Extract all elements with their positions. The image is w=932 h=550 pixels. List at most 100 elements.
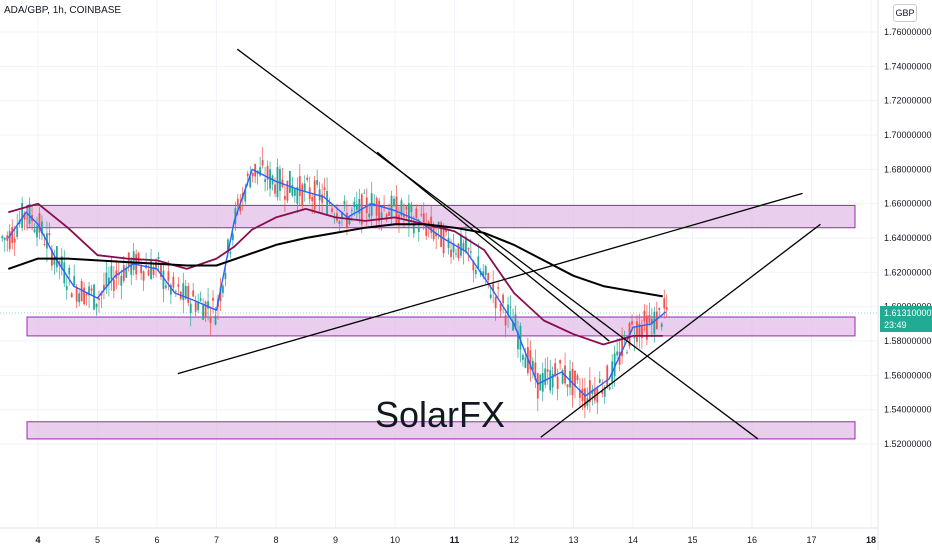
candle-body (643, 310, 646, 322)
candle-body (184, 285, 187, 299)
candle-body (432, 227, 435, 240)
candle-body (202, 304, 205, 320)
candle-body (338, 221, 341, 224)
candle-body (224, 273, 227, 280)
candle-body (343, 200, 346, 205)
candle-body (616, 351, 619, 356)
candle-body (157, 257, 160, 259)
candle-body (165, 285, 167, 288)
candle-body (522, 355, 524, 360)
candle-body (469, 251, 472, 253)
candle-body (576, 375, 579, 381)
zone-rect (26, 316, 856, 337)
candle-body (90, 288, 93, 291)
trendline (236, 48, 759, 440)
candle-body (422, 213, 425, 225)
candle-body (192, 290, 195, 297)
price-tick-label: 1.74000000 (884, 61, 932, 71)
candle-body (596, 387, 599, 403)
candle-body (21, 202, 24, 229)
candle-body (214, 315, 217, 325)
candle-body (341, 212, 343, 219)
candle-body (98, 298, 100, 301)
candle-body (246, 173, 249, 177)
candle-body (11, 227, 14, 243)
candle-body (288, 170, 291, 193)
candle-body (450, 249, 452, 257)
candle-body (383, 205, 385, 207)
candle-body (584, 388, 586, 408)
candle-body (301, 184, 304, 206)
candle-body (38, 213, 41, 233)
candle-body (564, 365, 566, 384)
candle-body (16, 226, 19, 237)
candle-body (484, 266, 487, 276)
price-tick-label: 1.66000000 (884, 199, 932, 209)
candle-body (41, 221, 43, 234)
candle-body (588, 380, 591, 403)
candle-body (189, 303, 192, 313)
price-tick-label: 1.70000000 (884, 130, 932, 140)
candle-body (645, 315, 648, 340)
candle-body (187, 286, 190, 303)
candle-body (551, 373, 554, 388)
candle-body (581, 388, 584, 402)
candle-body (417, 227, 420, 232)
candle-body (108, 277, 110, 284)
candle-body (472, 261, 475, 271)
candle-body (83, 287, 86, 305)
candle-body (665, 307, 668, 310)
last-price-value: 1.61310000 (884, 308, 932, 318)
price-tick-label: 1.76000000 (884, 27, 932, 37)
candle-body (251, 172, 254, 177)
candle-body (388, 212, 390, 216)
candle-body (546, 369, 549, 372)
candle-body (641, 326, 643, 338)
candle-body (350, 210, 353, 211)
candle-body (152, 267, 155, 276)
candle-body (603, 386, 606, 397)
candle-body (174, 291, 177, 293)
time-tick-label: 12 (509, 535, 519, 545)
candle-body (460, 234, 462, 256)
candle-body (410, 204, 413, 213)
candle-body (425, 224, 428, 237)
candle-body (172, 276, 175, 288)
candle-body (194, 302, 197, 312)
candle-body (286, 180, 289, 201)
candle-body (447, 237, 450, 248)
time-axis[interactable]: 4 5 6 7 8 9 10 11 12 13 14 15 16 17 18 (35, 535, 876, 545)
candle-body (598, 379, 601, 383)
candle-body (579, 390, 581, 398)
candle-body (229, 251, 232, 254)
candle-body (103, 285, 105, 291)
candle-body (467, 248, 470, 250)
candle-body (73, 276, 76, 286)
candle-body (660, 323, 663, 327)
candle-body (621, 337, 623, 357)
candle-body (631, 321, 633, 325)
candle-body (167, 271, 170, 281)
candle-body (601, 390, 604, 394)
ma-fast-line (7, 168, 667, 397)
candle-body (311, 196, 314, 202)
candle-body (328, 202, 331, 204)
candle-body (162, 270, 165, 289)
candle-body (663, 298, 666, 309)
price-tick-label: 1.68000000 (884, 164, 932, 174)
candle-body (212, 297, 214, 301)
candle-body (608, 387, 611, 390)
price-axis[interactable]: 1.76000000 1.74000000 1.72000000 1.70000000… (884, 27, 932, 449)
candle-body (574, 370, 576, 387)
candle-body (435, 233, 438, 237)
candle-body (197, 301, 200, 311)
candle-body (363, 192, 366, 194)
candle-body (591, 389, 594, 394)
candle-body (284, 195, 286, 200)
time-tick-label: 18 (866, 535, 876, 545)
currency-button[interactable]: GBP (893, 4, 917, 22)
candle-body (524, 357, 527, 368)
candle-body (122, 265, 125, 281)
candle-body (566, 384, 569, 388)
